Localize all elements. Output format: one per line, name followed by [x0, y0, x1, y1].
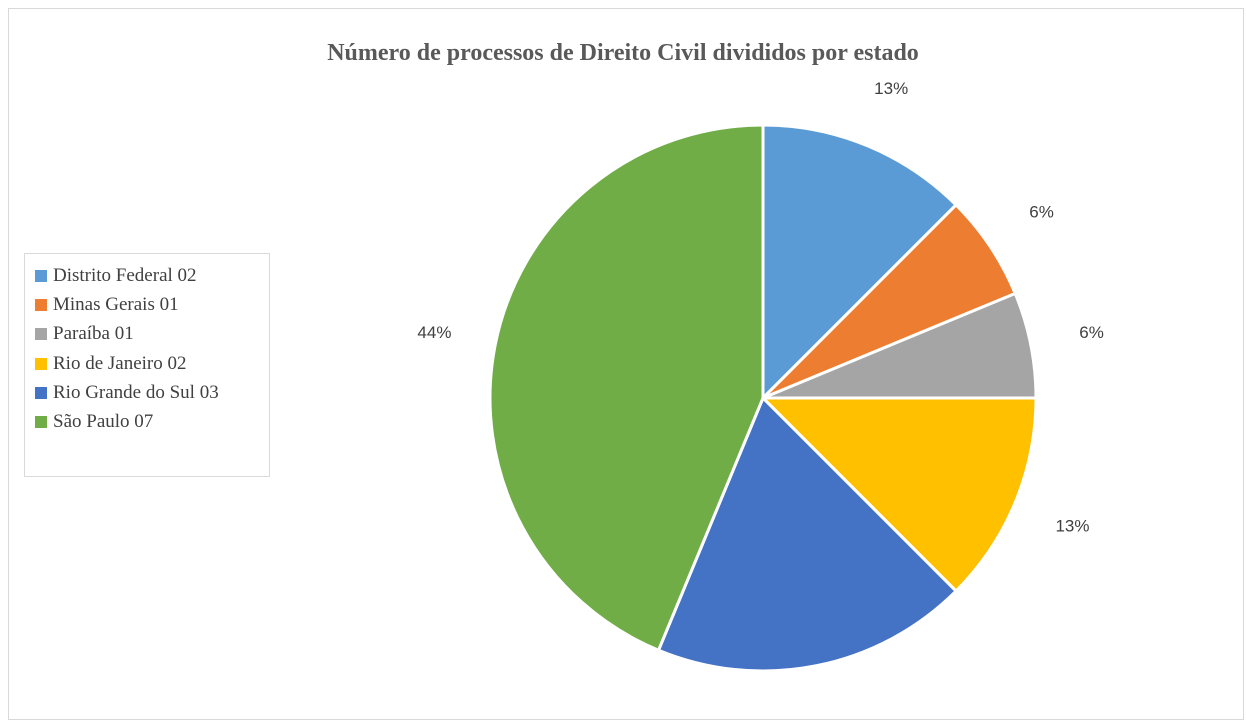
legend-label: Rio de Janeiro 02: [53, 352, 187, 374]
legend-swatch: [35, 386, 47, 399]
legend-item-sao-paulo-07: São Paulo 07: [35, 407, 269, 436]
legend-swatch: [35, 357, 47, 370]
data-label-paraiba-01: 6%: [1079, 323, 1104, 342]
legend-item-minas-gerais-01: Minas Gerais 01: [35, 290, 269, 319]
legend: Distrito Federal 02 Minas Gerais 01 Paraíb…: [24, 253, 270, 477]
legend-swatch: [35, 416, 47, 429]
data-label-sao-paulo-07: 44%: [417, 323, 451, 342]
chart-title: Número de processos de Direito Civil div…: [327, 40, 919, 66]
data-label-rio-de-janeiro-02: 13%: [1055, 517, 1089, 536]
pie-slice-rio-de-janeiro-02: [761, 396, 1038, 593]
legend-item-paraiba-01: Paraíba 01: [35, 320, 269, 349]
data-label-distrito-federal-02: 13%: [874, 79, 908, 98]
legend-swatch: [35, 298, 47, 311]
legend-swatch: [35, 269, 47, 282]
pie-slice-rio-grande-do-sul-03: [657, 396, 958, 673]
legend-item-rio-grande-do-sul-03: Rio Grande do Sul 03: [35, 378, 269, 407]
legend-label: Paraíba 01: [53, 323, 134, 345]
pie-slices: [488, 123, 1038, 673]
legend-item-rio-de-janeiro-02: Rio de Janeiro 02: [35, 349, 269, 378]
data-label-minas-gerais-01: 6%: [1029, 202, 1054, 221]
legend-label: Rio Grande do Sul 03: [53, 381, 219, 403]
legend-label: São Paulo 07: [53, 411, 154, 433]
legend-swatch: [35, 328, 47, 341]
pie-data-labels: 13%6%6%13%19%44%: [417, 79, 1104, 536]
legend-label: Distrito Federal 02: [53, 264, 197, 286]
legend-label: Minas Gerais 01: [53, 293, 179, 315]
legend-item-distrito-federal-02: Distrito Federal 02: [35, 261, 269, 290]
pie-slice-sao-paulo-07: [488, 123, 765, 652]
pie-slice-distrito-federal-02: [761, 123, 958, 400]
